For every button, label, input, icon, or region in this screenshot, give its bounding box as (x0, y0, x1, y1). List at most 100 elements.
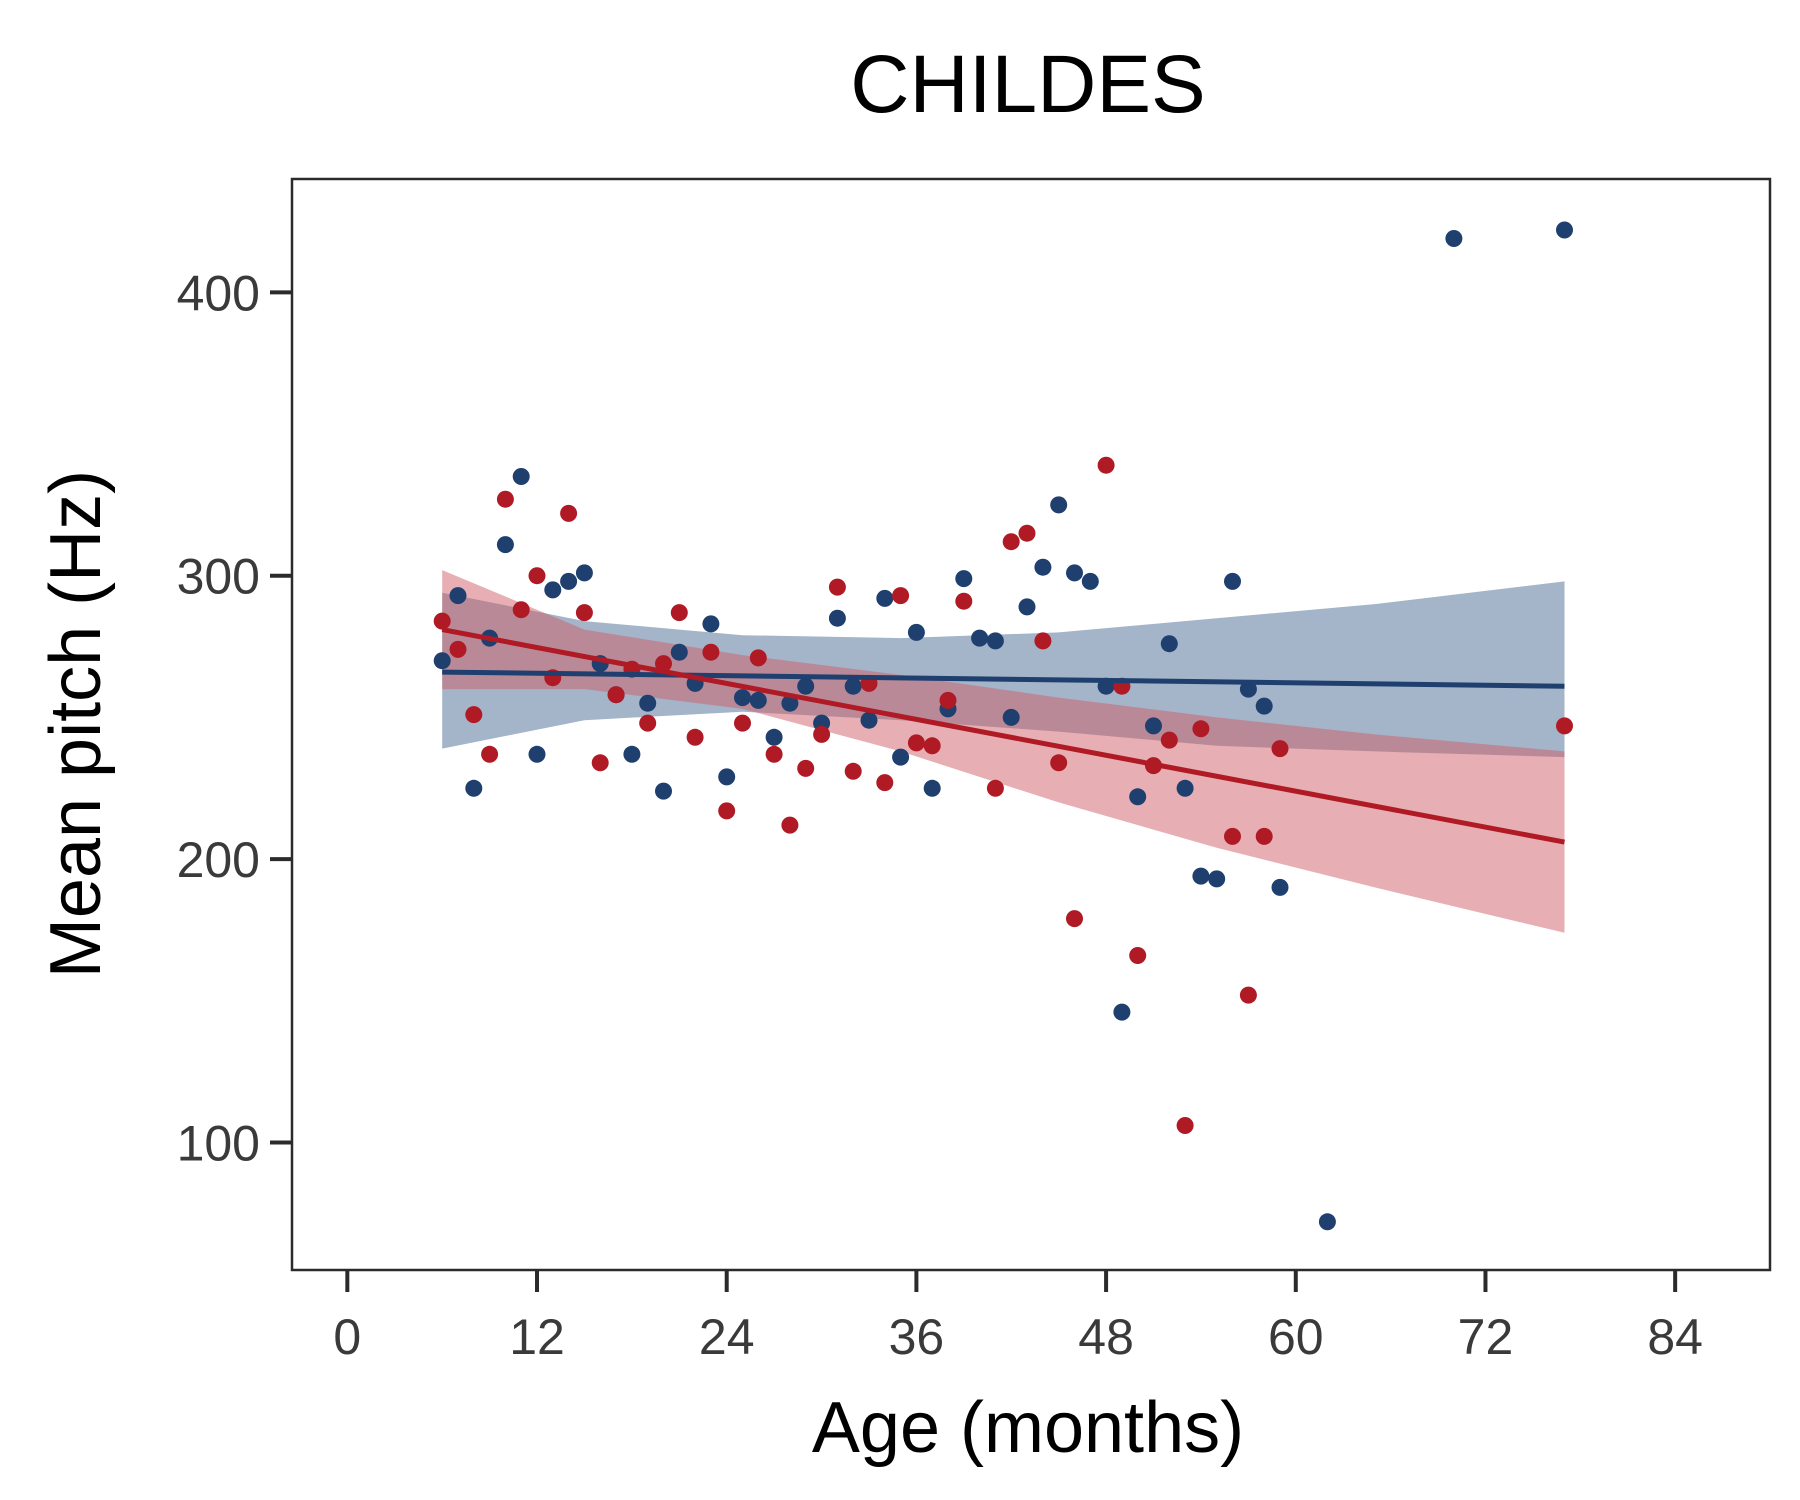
data-point-series-2 (986, 779, 1004, 797)
x-tick-label: 0 (333, 1309, 361, 1365)
y-tick-label: 300 (177, 549, 260, 605)
x-tick-label: 84 (1647, 1309, 1703, 1365)
x-tick-label: 48 (1078, 1309, 1134, 1365)
data-point-series-1 (892, 748, 910, 766)
data-point-series-1 (1145, 717, 1162, 735)
data-point-series-1 (1002, 708, 1020, 726)
data-point-series-1 (1239, 680, 1257, 698)
chart-title: CHILDES (850, 39, 1205, 130)
data-point-series-1 (1160, 635, 1178, 653)
data-point-series-2 (655, 655, 672, 673)
data-point-series-2 (1271, 740, 1289, 758)
data-point-series-1 (639, 694, 657, 712)
data-point-series-1 (781, 694, 799, 712)
data-point-series-1 (749, 691, 767, 709)
data-point-series-2 (1160, 731, 1178, 749)
x-axis-title: Age (months) (812, 1388, 1244, 1468)
plot-frame (290, 177, 1772, 1272)
data-point-series-2 (433, 612, 451, 630)
x-axis: 0 12 24 36 48 60 72 84 (333, 1270, 1703, 1365)
data-point-series-2 (765, 745, 783, 763)
regression-line-2 (441, 627, 1565, 845)
y-axis: 100 200 300 400 (177, 265, 292, 1171)
data-point-series-2 (560, 504, 578, 522)
data-point-series-1 (496, 536, 514, 554)
data-point-series-2 (892, 587, 910, 605)
data-point-series-1 (1192, 867, 1210, 885)
data-point-series-1 (512, 468, 530, 485)
data-point-series-1 (844, 677, 862, 695)
data-point-series-1 (1066, 564, 1083, 582)
data-point-series-1 (1050, 496, 1068, 514)
data-point-series-2 (749, 649, 767, 667)
data-point-series-2 (528, 567, 546, 585)
data-point-series-2 (449, 640, 467, 658)
data-point-series-2 (797, 759, 815, 777)
x-tick-label: 12 (509, 1309, 565, 1365)
data-point-series-1 (670, 643, 688, 661)
data-point-series-2 (607, 686, 625, 704)
data-point-series-2 (1556, 717, 1573, 735)
data-point-series-2 (734, 714, 751, 732)
data-point-series-1 (1034, 558, 1052, 576)
data-point-series-2 (639, 714, 657, 732)
data-point-series-1 (828, 609, 846, 627)
data-point-series-2 (512, 601, 530, 619)
regression-line-1 (442, 669, 1565, 689)
data-point-series-2 (1097, 456, 1115, 474)
x-tick-label: 72 (1458, 1309, 1514, 1365)
data-point-series-2 (1050, 754, 1068, 772)
data-point-series-1 (702, 615, 720, 633)
data-point-series-2 (481, 745, 499, 763)
data-point-series-1 (1018, 598, 1036, 616)
data-point-series-1 (1271, 878, 1289, 896)
data-point-series-2 (813, 725, 831, 743)
data-point-series-1 (1081, 572, 1099, 590)
data-point-series-1 (1255, 697, 1273, 715)
data-point-series-1 (734, 689, 751, 707)
data-point-series-1 (797, 677, 815, 695)
y-tick-label: 200 (177, 832, 260, 888)
data-point-series-1 (955, 570, 973, 588)
data-point-series-1 (860, 711, 878, 729)
data-point-series-1 (765, 728, 783, 746)
data-point-series-1 (1129, 788, 1147, 806)
data-point-series-2 (1002, 533, 1020, 551)
data-point-series-1 (465, 779, 483, 797)
data-point-series-2 (1192, 720, 1210, 738)
data-point-series-1 (718, 768, 736, 786)
data-point-series-1 (655, 782, 672, 800)
data-point-series-2 (907, 734, 925, 752)
data-point-series-2 (781, 816, 799, 834)
x-tick-label: 60 (1268, 1309, 1324, 1365)
data-point-series-1 (528, 745, 546, 763)
data-point-series-1 (1176, 779, 1194, 797)
plot-area (433, 221, 1573, 1231)
data-point-series-2 (465, 706, 483, 724)
data-point-series-1 (449, 587, 467, 605)
data-point-series-2 (686, 728, 704, 746)
data-point-series-2 (844, 762, 862, 780)
data-point-series-1 (907, 623, 925, 641)
data-point-series-2 (702, 643, 720, 661)
data-point-series-2 (718, 802, 736, 820)
x-tick-label: 24 (699, 1309, 755, 1365)
data-point-series-2 (1018, 524, 1036, 542)
data-point-series-1 (923, 779, 941, 797)
data-point-series-1 (544, 581, 562, 599)
x-tick-label: 36 (889, 1309, 945, 1365)
data-point-series-1 (1318, 1213, 1336, 1231)
data-point-series-1 (575, 564, 593, 582)
data-point-series-2 (496, 490, 514, 508)
data-point-series-2 (575, 604, 593, 622)
data-point-series-2 (1034, 632, 1052, 650)
data-point-series-2 (1176, 1117, 1194, 1134)
data-point-series-1 (1445, 230, 1463, 247)
confidence-band-1 (442, 581, 1565, 758)
data-point-series-2 (1129, 947, 1147, 964)
data-point-series-1 (876, 589, 894, 607)
data-point-series-2 (828, 578, 846, 596)
data-point-series-1 (1224, 572, 1241, 590)
data-point-series-1 (1113, 1003, 1131, 1021)
